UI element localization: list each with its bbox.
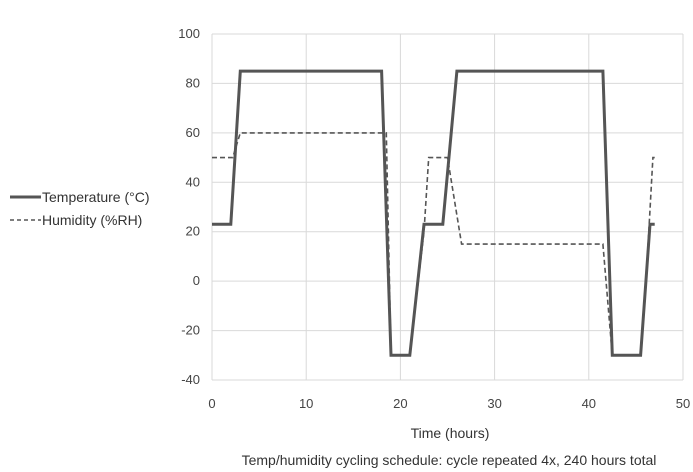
- series-line-temperature: [212, 69, 655, 357]
- series-lines: [212, 69, 655, 357]
- x-tick-label: 0: [208, 396, 215, 411]
- y-tick-label: -40: [181, 372, 200, 387]
- x-tick-label: 10: [299, 396, 313, 411]
- series-line-humidity: [212, 132, 655, 357]
- x-axis-title: Time (hours): [411, 425, 490, 441]
- y-tick-label: 80: [186, 75, 200, 90]
- x-tick-label: 30: [487, 396, 501, 411]
- y-tick-label: 20: [186, 224, 200, 239]
- x-tick-label: 40: [582, 396, 596, 411]
- x-tick-label: 50: [676, 396, 690, 411]
- y-axis-ticks: 100 80 60 40 20 0 -20 -40: [178, 26, 200, 387]
- y-tick-label: 40: [186, 174, 200, 189]
- y-tick-label: 60: [186, 125, 200, 140]
- x-axis-ticks: 0 10 20 30 40 50: [208, 396, 690, 411]
- legend-label-humidity: Humidity (%RH): [42, 212, 142, 228]
- y-tick-label: -20: [181, 323, 200, 338]
- chart-caption: Temp/humidity cycling schedule: cycle re…: [242, 452, 657, 468]
- legend-label-temperature: Temperature (°C): [42, 189, 150, 205]
- y-tick-label: 0: [193, 273, 200, 288]
- legend: Temperature (°C) Humidity (%RH): [10, 189, 150, 228]
- gridlines: [211, 33, 684, 381]
- x-tick-label: 20: [393, 396, 407, 411]
- y-tick-label: 100: [178, 26, 200, 41]
